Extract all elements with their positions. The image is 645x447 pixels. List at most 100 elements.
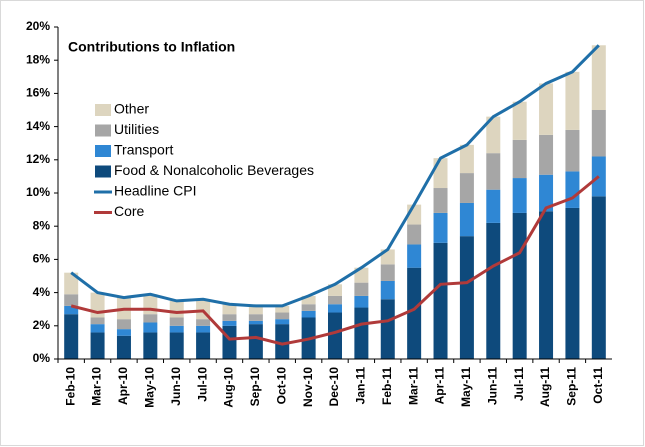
- bar: [539, 83, 554, 135]
- bar: [275, 319, 290, 325]
- bar: [486, 153, 501, 190]
- bar: [143, 322, 158, 333]
- legend-swatch: [95, 145, 111, 157]
- y-tick-label: 4%: [33, 285, 51, 299]
- x-tick-label: Oct-11: [591, 367, 605, 404]
- bar: [169, 332, 184, 359]
- bar: [459, 173, 474, 203]
- x-tick-label: Dec-10: [327, 367, 341, 407]
- bar: [486, 189, 501, 223]
- bar: [565, 129, 580, 172]
- bar: [169, 317, 184, 326]
- bar: [196, 332, 211, 359]
- bar: [90, 324, 105, 333]
- bar: [407, 244, 422, 268]
- y-tick-label: 10%: [26, 185, 50, 199]
- bar: [433, 242, 448, 359]
- x-tick-label: Jan-11: [354, 367, 368, 405]
- legend-label: Core: [114, 203, 145, 219]
- x-tick-label: Mar-11: [406, 367, 420, 405]
- x-tick-label: May-11: [459, 367, 473, 407]
- bar: [459, 144, 474, 174]
- bar: [222, 314, 237, 321]
- bar: [380, 264, 395, 281]
- bar: [169, 300, 184, 318]
- x-tick-label: May-10: [143, 367, 157, 408]
- bar: [328, 312, 342, 359]
- x-tick-label: Apr-11: [433, 367, 447, 405]
- bar: [380, 299, 395, 359]
- bar: [407, 224, 422, 245]
- bar: [539, 211, 554, 359]
- y-tick-label: 6%: [33, 252, 51, 266]
- bar: [64, 272, 79, 295]
- legend-label: Other: [114, 101, 149, 117]
- bar: [459, 236, 474, 359]
- bar: [328, 295, 342, 305]
- bar: [512, 212, 527, 359]
- bar: [301, 295, 316, 305]
- bar: [143, 314, 158, 323]
- legend-label: Utilities: [114, 121, 159, 137]
- bar: [90, 317, 105, 325]
- bar: [591, 45, 606, 111]
- bar: [565, 171, 580, 208]
- bar: [591, 110, 606, 157]
- bar: [539, 134, 554, 175]
- x-tick-label: Sep-10: [248, 367, 262, 407]
- bar: [433, 212, 448, 243]
- line: [70, 175, 600, 346]
- bar: [275, 305, 290, 313]
- x-tick-label: Jul-11: [512, 367, 526, 401]
- bar: [90, 332, 105, 359]
- y-tick-label: 2%: [33, 318, 51, 332]
- bar: [565, 71, 580, 130]
- bar: [116, 329, 131, 336]
- legend-swatch: [95, 104, 111, 116]
- x-tick-label: Jun-11: [485, 367, 499, 405]
- bar: [486, 116, 501, 154]
- x-tick-label: Jul-10: [195, 367, 209, 402]
- y-tick-label: 8%: [33, 218, 51, 232]
- y-tick-label: 20%: [26, 19, 50, 33]
- bar: [433, 188, 448, 213]
- bar: [64, 305, 79, 315]
- x-tick-label: Jun-10: [169, 367, 183, 406]
- legend-label: Food & Nonalcoholic Beverages: [114, 162, 314, 178]
- bar: [116, 319, 131, 330]
- x-tick-label: Aug-11: [538, 367, 552, 407]
- x-tick-label: Feb-11: [380, 367, 394, 405]
- legend-label: Headline CPI: [114, 183, 197, 199]
- bar: [248, 320, 263, 325]
- y-tick-label: 12%: [26, 152, 50, 166]
- bar: [591, 196, 606, 359]
- bar: [64, 294, 79, 306]
- bar: [169, 325, 184, 333]
- y-tick-label: 14%: [26, 119, 50, 133]
- x-tick-label: Sep-11: [565, 367, 579, 406]
- x-tick-label: Oct-10: [274, 367, 288, 405]
- bar: [459, 202, 474, 237]
- bar: [301, 310, 316, 318]
- x-tick-label: Feb-10: [63, 367, 77, 406]
- bar: [565, 207, 580, 359]
- bar: [354, 295, 369, 308]
- x-tick-label: Aug-10: [222, 367, 236, 408]
- bar: [248, 314, 263, 321]
- bar: [116, 335, 131, 359]
- bar: [512, 139, 527, 179]
- bar: [512, 178, 527, 213]
- legend-label: Transport: [114, 142, 174, 158]
- bar: [407, 267, 422, 359]
- x-tick-label: Mar-10: [90, 367, 104, 406]
- y-tick-label: 0%: [33, 351, 51, 365]
- line: [70, 44, 600, 308]
- bar: [354, 282, 369, 296]
- bar: [196, 319, 211, 326]
- bar: [248, 324, 263, 359]
- legend-swatch: [95, 165, 111, 178]
- bar: [539, 174, 554, 212]
- bar: [248, 305, 263, 315]
- bar: [64, 314, 79, 359]
